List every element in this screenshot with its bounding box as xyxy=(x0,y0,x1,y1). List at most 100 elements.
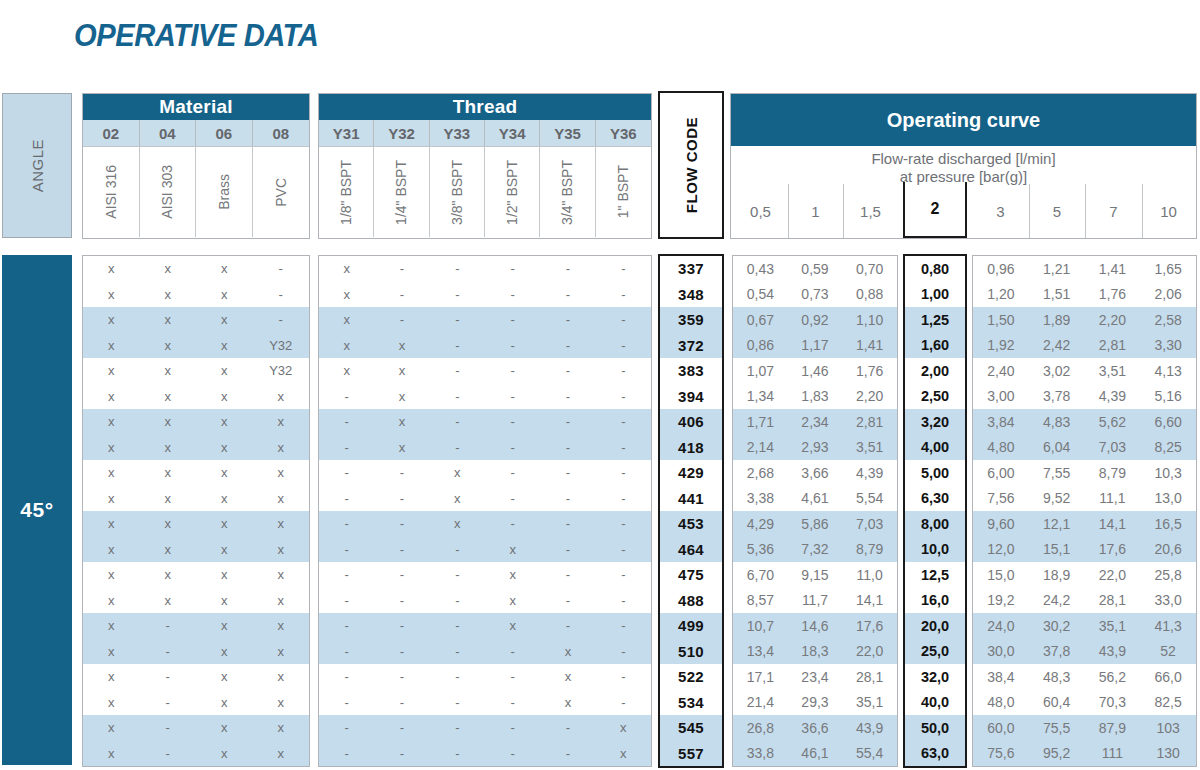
thread-mark: - xyxy=(485,338,540,353)
table-row-flow-low: 8,5711,714,1 xyxy=(733,588,897,614)
material-mark: x xyxy=(83,287,140,302)
table-row-flow-2bar: 25,0 xyxy=(905,639,965,665)
thread-mark: - xyxy=(319,414,374,429)
flow-value: 4,39 xyxy=(842,465,897,481)
thread-mark: - xyxy=(430,414,485,429)
flow-value-highlight: 4,00 xyxy=(921,439,949,455)
flow-value-highlight: 16,0 xyxy=(921,592,949,608)
table-row-flow-code: 429 xyxy=(660,460,722,486)
thread-mark: - xyxy=(430,695,485,710)
flow-code-value: 557 xyxy=(678,745,704,762)
operating-curve-subtitle: Flow-rate discharged [l/min] at pressure… xyxy=(731,146,1196,186)
flow-value: 95,2 xyxy=(1029,745,1085,761)
flow-code-value: 383 xyxy=(678,362,704,379)
table-row-flow-2bar: 16,0 xyxy=(905,588,965,614)
material-mark: x xyxy=(196,465,253,480)
flow-value: 15,1 xyxy=(1029,541,1085,557)
table-row-thread: -x---- xyxy=(319,409,651,435)
flow-value-highlight: 2,00 xyxy=(921,363,949,379)
operating-curve-title: Operating curve xyxy=(731,94,1196,146)
table-row-material: xxx- xyxy=(83,282,309,308)
flow-code-value: 522 xyxy=(678,668,704,685)
material-mark: x xyxy=(196,338,253,353)
flow-value: 130 xyxy=(1140,745,1196,761)
pressure-separator xyxy=(1142,184,1143,238)
flow-value: 25,8 xyxy=(1140,567,1196,583)
flow-value: 8,79 xyxy=(842,541,897,557)
flow-value-highlight: 6,30 xyxy=(921,490,949,506)
flow-value: 0,70 xyxy=(842,261,897,277)
thread-code: Y33 xyxy=(430,120,485,146)
table-row-flow-low: 6,709,1511,0 xyxy=(733,562,897,588)
flow-value: 0,92 xyxy=(788,312,843,328)
table-row-thread: ---x-- xyxy=(319,562,651,588)
table-row-flow-high: 48,060,470,382,5 xyxy=(973,690,1196,716)
material-mark: x xyxy=(196,567,253,582)
thread-mark: - xyxy=(374,516,429,531)
flow-value: 13,4 xyxy=(733,643,788,659)
flow-value: 8,57 xyxy=(733,592,788,608)
material-mark: x xyxy=(83,414,140,429)
material-code: 08 xyxy=(253,120,310,146)
flow-value: 0,96 xyxy=(973,261,1029,277)
flow-value-highlight: 63,0 xyxy=(921,745,949,761)
flow-value: 3,00 xyxy=(973,388,1029,404)
table-row-thread: ----x- xyxy=(319,664,651,690)
material-data-block: xxx-xxx-xxx-xxxY32xxxY32xxxxxxxxxxxxxxxx… xyxy=(82,255,310,767)
flow-value: 4,29 xyxy=(733,516,788,532)
material-mark: x xyxy=(83,338,140,353)
thread-mark: - xyxy=(319,720,374,735)
thread-mark: x xyxy=(374,338,429,353)
thread-mark: - xyxy=(430,363,485,378)
flow-value: 7,32 xyxy=(788,541,843,557)
flow-value: 2,40 xyxy=(973,363,1029,379)
thread-mark: - xyxy=(319,746,374,761)
thread-mark: - xyxy=(485,669,540,684)
thread-mark: - xyxy=(596,669,651,684)
material-mark: x xyxy=(196,695,253,710)
thread-codes-row: Y31Y32Y33Y34Y35Y36 xyxy=(319,120,651,147)
flow-value: 24,0 xyxy=(973,618,1029,634)
thread-mark: - xyxy=(596,363,651,378)
material-mark: x xyxy=(140,363,197,378)
table-row-flow-low: 5,367,328,79 xyxy=(733,537,897,563)
thread-names-row: 1/8" BSPT1/4" BSPT3/8" BSPT1/2" BSPT3/4"… xyxy=(319,147,651,237)
thread-mark: x xyxy=(374,414,429,429)
angle-label: ANGLE xyxy=(29,139,46,192)
flow-value: 29,3 xyxy=(788,694,843,710)
flow-value: 9,15 xyxy=(788,567,843,583)
table-row-thread: -----x xyxy=(319,715,651,741)
flow-code-value: 394 xyxy=(678,388,704,405)
flow-value: 22,0 xyxy=(842,643,897,659)
flow-value: 2,06 xyxy=(1140,286,1196,302)
material-mark: x xyxy=(196,746,253,761)
table-row-flow-code: 557 xyxy=(660,741,722,767)
flow-value-highlight: 50,0 xyxy=(921,720,949,736)
thread-mark: - xyxy=(319,516,374,531)
flow-value: 3,51 xyxy=(842,439,897,455)
thread-mark: - xyxy=(374,312,429,327)
thread-mark: - xyxy=(319,669,374,684)
flow-code-value: 534 xyxy=(678,694,704,711)
thread-mark: - xyxy=(430,720,485,735)
table-row-thread: ----x- xyxy=(319,639,651,665)
thread-mark: - xyxy=(540,593,595,608)
thread-header-title: Thread xyxy=(319,94,651,120)
thread-mark: x xyxy=(596,746,651,761)
flow-value: 0,88 xyxy=(842,286,897,302)
table-row-flow-low: 0,670,921,10 xyxy=(733,307,897,333)
flow-value: 2,42 xyxy=(1029,337,1085,353)
table-row-flow-low: 0,540,730,88 xyxy=(733,282,897,308)
table-row-flow-code: 359 xyxy=(660,307,722,333)
pressure-separator xyxy=(788,184,789,238)
material-mark: x xyxy=(83,567,140,582)
table-row-thread: x----- xyxy=(319,256,651,282)
material-mark: - xyxy=(140,695,197,710)
thread-mark: x xyxy=(540,644,595,659)
table-row-flow-low: 1,341,832,20 xyxy=(733,384,897,410)
flow-value: 17,1 xyxy=(733,669,788,685)
table-row-flow-high: 7,569,5211,113,0 xyxy=(973,486,1196,512)
thread-mark: - xyxy=(430,312,485,327)
material-mark: x xyxy=(196,414,253,429)
material-mark: x xyxy=(196,593,253,608)
